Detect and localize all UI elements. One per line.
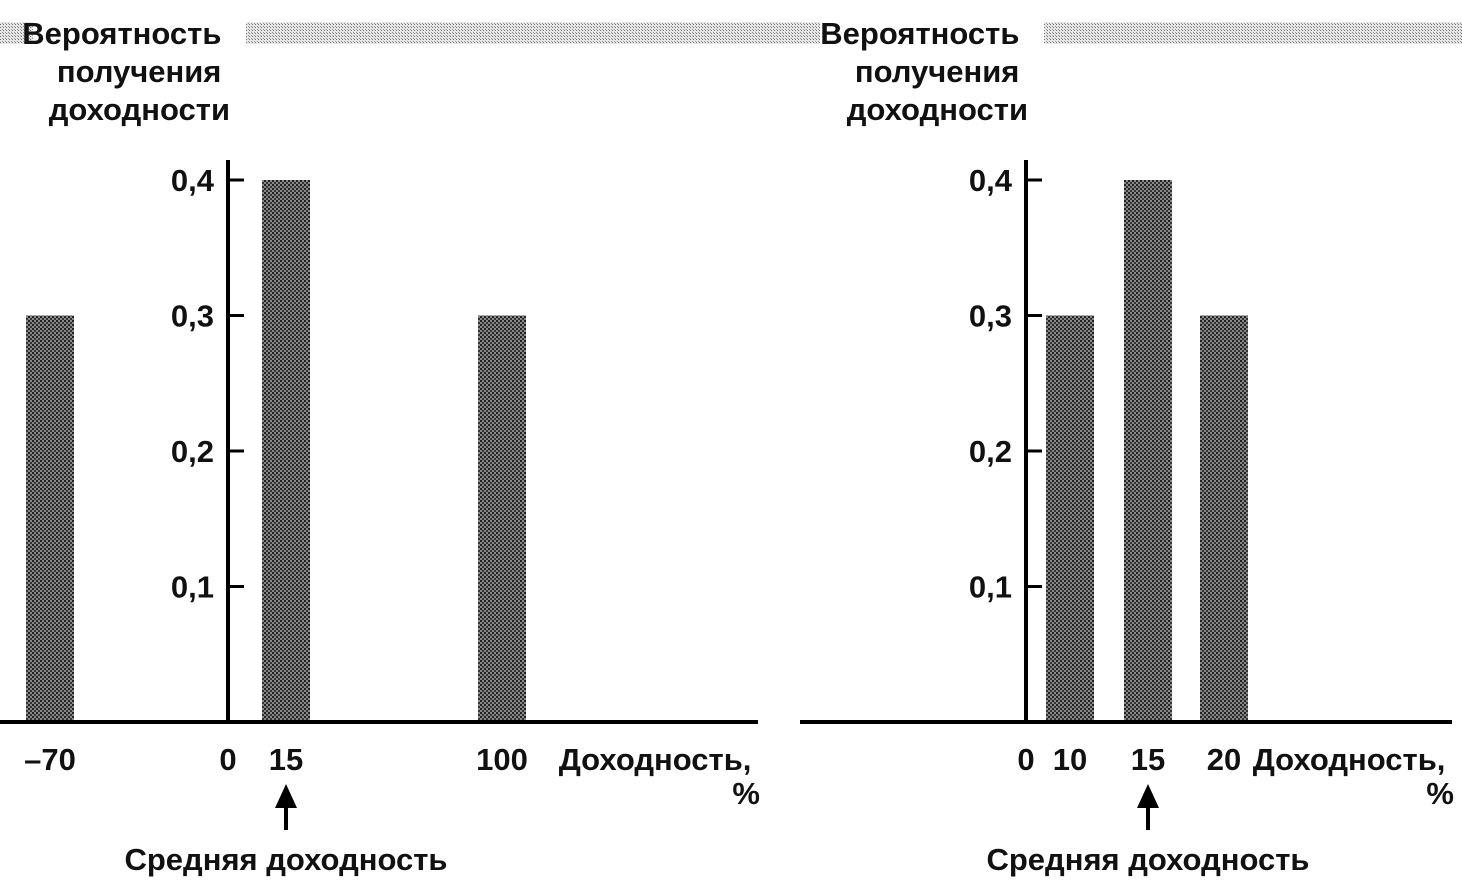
right-x-ticks: 0 10 15 20 bbox=[1017, 742, 1241, 777]
left-y-tick-label-2: 0,3 bbox=[171, 299, 214, 334]
right-x-tick-label-2: 15 bbox=[1131, 742, 1165, 777]
right-ylabel-line-3: доходности bbox=[847, 92, 1028, 127]
right-xlabel-line-1: Доходность, bbox=[1253, 742, 1446, 777]
right-mean-label: Средняя доходность bbox=[986, 842, 1309, 877]
right-chart: Вероятность получения доходности 0,10,20… bbox=[800, 16, 1462, 877]
right-xlabel-line-2: % bbox=[1426, 776, 1454, 811]
left-x-tick-label-0: –70 bbox=[24, 742, 76, 777]
left-x-tick-label-2: 15 bbox=[269, 742, 303, 777]
right-x-tick-label-3: 20 bbox=[1207, 742, 1241, 777]
left-y-ticks: 0,1 0,2 0,3 0,4 bbox=[171, 163, 244, 605]
left-ylabel-line-2: получения bbox=[57, 54, 222, 89]
left-chart: Вероятность получения доходности 0,10,20… bbox=[0, 16, 820, 877]
left-y-tick-label-3: 0,4 bbox=[171, 163, 215, 198]
left-bar-0 bbox=[26, 315, 74, 722]
right-x-tick-label-0: 0 bbox=[1017, 742, 1034, 777]
left-y-tick-label-0: 0,1 bbox=[171, 570, 214, 605]
right-y-tick-label-3: 0,4 bbox=[969, 163, 1013, 198]
right-y-tick-label-0: 0,1 bbox=[969, 570, 1012, 605]
right-bars bbox=[1046, 180, 1248, 722]
left-x-tick-label-1: 0 bbox=[219, 742, 236, 777]
right-y-ticks: 0,1 0,2 0,3 0,4 bbox=[969, 163, 1042, 605]
left-y-tick-label-1: 0,2 bbox=[171, 434, 214, 469]
right-x-tick-label-1: 10 bbox=[1053, 742, 1087, 777]
right-y-tick-label-2: 0,3 bbox=[969, 299, 1012, 334]
right-xlabel: Доходность, % bbox=[1253, 742, 1454, 811]
left-xlabel: Доходность, % bbox=[559, 742, 760, 811]
left-mean-label: Средняя доходность bbox=[124, 842, 447, 877]
left-ylabel: Вероятность получения доходности bbox=[22, 16, 230, 127]
right-bar-0 bbox=[1046, 315, 1094, 722]
left-ylabel-line-1: Вероятность bbox=[22, 16, 221, 51]
left-ylabel-line-3: доходности bbox=[49, 92, 230, 127]
right-mean-marker: Средняя доходность bbox=[986, 784, 1310, 877]
left-mean-marker: Средняя доходность bbox=[124, 784, 448, 877]
left-xlabel-line-1: Доходность, bbox=[559, 742, 752, 777]
right-y-tick-label-1: 0,2 bbox=[969, 434, 1012, 469]
left-x-ticks: –70 0 15 100 bbox=[24, 742, 528, 777]
right-ylabel-line-2: получения bbox=[855, 54, 1020, 89]
left-x-tick-label-3: 100 bbox=[476, 742, 528, 777]
right-bar-2 bbox=[1200, 315, 1248, 722]
left-bar-1 bbox=[262, 180, 310, 722]
right-ylabel-line-1: Вероятность bbox=[820, 16, 1019, 51]
left-bar-2 bbox=[478, 315, 526, 722]
right-header-band bbox=[1044, 22, 1462, 44]
right-mean-arrow-head bbox=[1137, 784, 1159, 808]
left-header-band-left bbox=[0, 22, 33, 44]
right-bar-1 bbox=[1124, 180, 1172, 722]
left-header-band-right bbox=[246, 22, 820, 44]
left-bars bbox=[26, 180, 526, 722]
left-xlabel-line-2: % bbox=[732, 776, 760, 811]
right-ylabel: Вероятность получения доходности bbox=[820, 16, 1028, 127]
left-mean-arrow-head bbox=[275, 784, 297, 808]
